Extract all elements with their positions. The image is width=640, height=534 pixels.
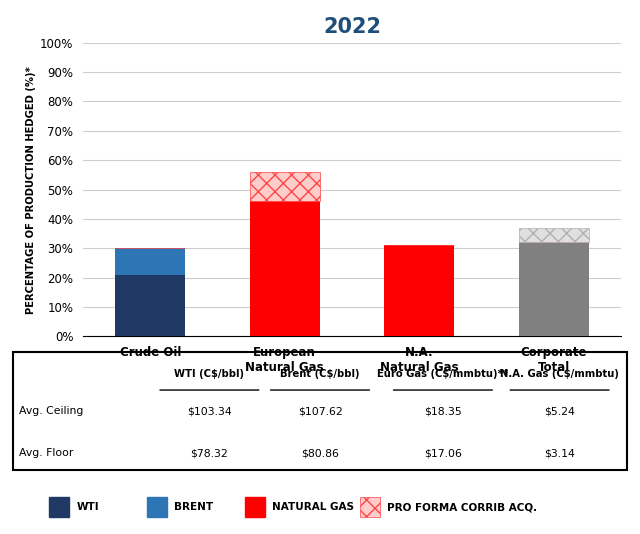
Text: $3.14: $3.14 xyxy=(544,449,575,459)
Bar xyxy=(245,498,266,517)
Bar xyxy=(250,201,320,336)
Y-axis label: PERCENTAGE OF PRODUCTION HEDGED (%)*: PERCENTAGE OF PRODUCTION HEDGED (%)* xyxy=(26,66,36,313)
Text: Avg. Floor: Avg. Floor xyxy=(19,449,74,459)
Bar xyxy=(115,274,186,336)
Text: $5.24: $5.24 xyxy=(544,406,575,416)
Text: WTI: WTI xyxy=(76,502,99,512)
Text: Euro Gas (C$/mmbtu)**: Euro Gas (C$/mmbtu)** xyxy=(377,368,509,379)
Text: $17.06: $17.06 xyxy=(424,449,462,459)
Text: NATURAL GAS: NATURAL GAS xyxy=(272,502,354,512)
Bar xyxy=(384,246,454,336)
Text: N.A. Gas (C$/mmbtu): N.A. Gas (C$/mmbtu) xyxy=(500,368,619,379)
Bar xyxy=(115,248,186,274)
Text: $18.35: $18.35 xyxy=(424,406,461,416)
Text: BRENT: BRENT xyxy=(174,502,213,512)
Text: WTI (C$/bbl): WTI (C$/bbl) xyxy=(175,368,244,379)
Bar xyxy=(360,498,380,517)
Bar xyxy=(49,498,69,517)
Text: $78.32: $78.32 xyxy=(191,449,228,459)
Title: 2022: 2022 xyxy=(323,17,381,37)
Bar xyxy=(518,242,589,336)
Bar xyxy=(250,172,320,201)
Text: PRO FORMA CORRIB ACQ.: PRO FORMA CORRIB ACQ. xyxy=(387,502,538,512)
Text: Brent (C$/bbl): Brent (C$/bbl) xyxy=(280,368,360,379)
Text: $103.34: $103.34 xyxy=(187,406,232,416)
Bar xyxy=(518,242,589,336)
Text: $107.62: $107.62 xyxy=(298,406,342,416)
Bar xyxy=(147,498,168,517)
Text: Avg. Ceiling: Avg. Ceiling xyxy=(19,406,83,416)
Text: $80.86: $80.86 xyxy=(301,449,339,459)
Bar xyxy=(518,227,589,242)
